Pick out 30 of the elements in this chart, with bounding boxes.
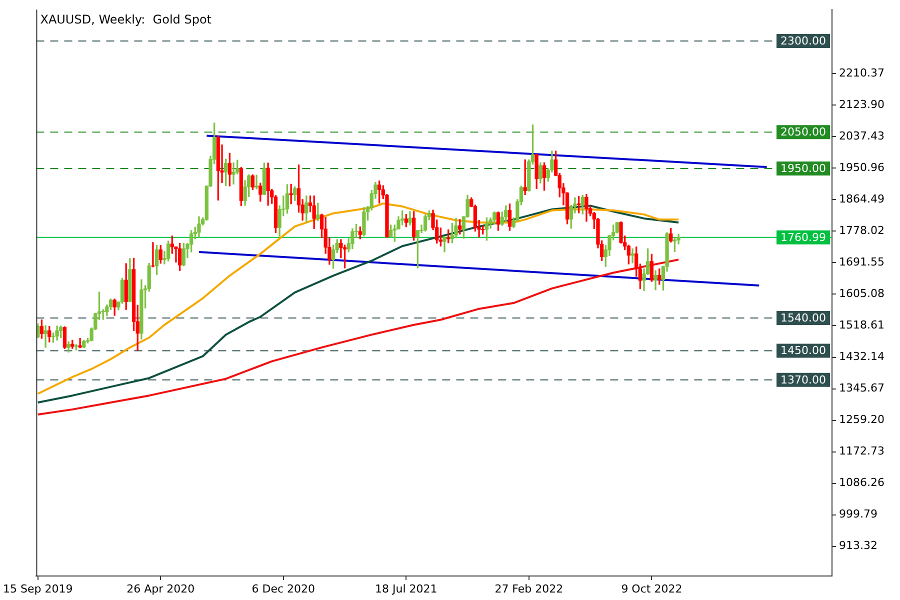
ref-line-label: 2300.00 (780, 34, 826, 48)
y-tick-label: 999.79 (839, 508, 878, 521)
x-tick-label: 26 Apr 2020 (126, 582, 195, 596)
y-tick-label: 1259.20 (839, 413, 884, 426)
ref-line-label: 1450.00 (780, 344, 826, 358)
y-tick-label: 1518.61 (839, 318, 884, 332)
y-tick-label: 1691.55 (839, 256, 884, 269)
y-tick-label: 2210.37 (839, 66, 884, 80)
ref-line-label: 1760.99 (780, 230, 826, 244)
y-tick-label: 1172.73 (839, 444, 884, 458)
chart-title: XAUUSD, Weekly: Gold Spot (40, 12, 212, 27)
x-tick-label: 18 Jul 2021 (375, 582, 438, 596)
x-tick-label: 15 Sep 2019 (3, 582, 73, 596)
y-tick-label: 913.32 (839, 539, 878, 552)
y-tick-label: 1864.49 (839, 192, 884, 206)
y-tick-label: 2037.43 (839, 130, 884, 143)
y-tick-label: 1345.67 (839, 382, 884, 395)
y-tick-label: 1086.26 (839, 476, 884, 490)
x-tick-label: 9 Oct 2022 (621, 582, 682, 596)
ref-line-label: 1540.00 (780, 311, 826, 324)
y-tick-label: 1778.02 (839, 224, 884, 238)
y-tick-label: 1432.14 (839, 350, 884, 364)
y-tick-label: 1605.08 (839, 287, 884, 300)
ref-line-label: 2050.00 (780, 125, 826, 138)
ref-line-label: 1370.00 (780, 373, 826, 386)
x-tick-label: 6 Dec 2020 (252, 582, 316, 596)
x-tick-label: 27 Feb 2022 (494, 582, 564, 596)
ref-line-label: 1950.00 (780, 162, 826, 175)
y-tick-label: 1950.96 (839, 161, 884, 174)
y-tick-label: 2123.90 (839, 98, 884, 111)
